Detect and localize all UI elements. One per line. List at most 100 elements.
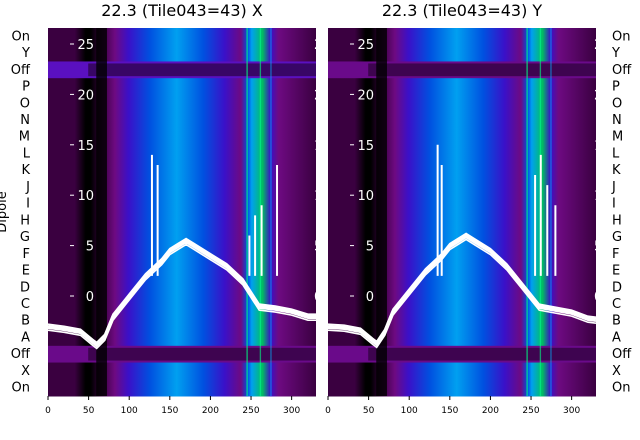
- row-label-0-8: K: [21, 163, 30, 178]
- heatmap-off-band-19: [88, 347, 316, 361]
- heatmap-off-band-19: [368, 347, 596, 361]
- row-label-1-14: E: [612, 264, 620, 279]
- heatmap-row-18: [328, 329, 596, 347]
- x-tick-label-0-3: 150: [161, 406, 178, 416]
- heatmap-row-0: [48, 28, 316, 46]
- overlay-line-0-0-2: [47, 237, 316, 344]
- heatmap-row-14: [328, 262, 596, 280]
- row-label-0-3: P: [22, 80, 30, 95]
- heatmap-row-6: [48, 128, 316, 146]
- row-label-0-7: L: [23, 146, 31, 161]
- row-label-1-10: I: [612, 197, 616, 212]
- row-label-1-16: C: [612, 297, 621, 312]
- heatmap-row-5: [328, 111, 596, 129]
- x-tick-label-0-6: 300: [283, 406, 300, 416]
- inner-tick-label-1-3: 10: [357, 189, 374, 204]
- row-label-0-12: G: [20, 230, 30, 245]
- row-label-0-17: B: [21, 314, 30, 329]
- inner-tick-label-right-1-4: 5: [594, 240, 602, 255]
- heatmap-row-3: [328, 78, 596, 96]
- inner-tick-label-0-2: 15: [77, 139, 94, 154]
- row-label-1-1: Y: [611, 46, 620, 61]
- inner-tick-label-0-5: 0: [86, 290, 94, 305]
- inner-tick-label-0-1: 20: [77, 88, 94, 103]
- chart-title-0: 22.3 (Tile043=43) X: [101, 1, 263, 20]
- heatmap-column-accent-0: [376, 28, 387, 396]
- overlay-line-0-0-1: [47, 241, 316, 348]
- heatmap-column-accent-3: [550, 28, 552, 396]
- row-label-1-18: A: [612, 330, 621, 345]
- heatmap-row-11: [48, 212, 316, 230]
- row-label-0-2: Off: [11, 63, 31, 78]
- inner-tick-label-1-0: 25: [357, 38, 374, 53]
- x-tick-label-0-4: 200: [202, 406, 219, 416]
- heatmap-column-accent-3: [270, 28, 272, 396]
- x-tick-label-0-0: 0: [45, 406, 51, 416]
- heatmap-row-17: [48, 312, 316, 330]
- row-label-1-15: D: [612, 280, 622, 295]
- inner-tick-label-right-1-5: 0: [594, 290, 602, 305]
- x-tick-label-1-4: 200: [482, 406, 499, 416]
- heatmap-column-accent-1: [526, 28, 528, 396]
- inner-tick-label-1-4: 5: [366, 240, 374, 255]
- x-tick-label-1-0: 0: [325, 406, 331, 416]
- inner-tick-label-1-1: 20: [357, 88, 374, 103]
- row-label-1-4: O: [612, 96, 622, 111]
- heatmap-row-5: [48, 111, 316, 129]
- inner-tick-label-right-1-2: 15: [594, 139, 611, 154]
- heatmap-row-13: [328, 245, 596, 263]
- heatmap-row-10: [328, 195, 596, 213]
- heatmap-row-14: [48, 262, 316, 280]
- overlay-line-1-0-0: [327, 233, 597, 346]
- heatmap-row-20: [328, 362, 596, 380]
- heatmap-column-accent-2: [259, 28, 262, 396]
- row-label-1-2: Off: [612, 63, 632, 78]
- heatmap-row-10: [48, 195, 316, 213]
- overlay-line-0-0-3: [47, 243, 316, 350]
- row-label-1-6: M: [612, 130, 623, 145]
- row-label-1-17: B: [612, 314, 621, 329]
- inner-tick-label-1-2: 15: [357, 139, 374, 154]
- x-tick-label-1-5: 250: [522, 406, 539, 416]
- heatmap-row-18: [48, 329, 316, 347]
- heatmap-row-21: [328, 379, 596, 397]
- x-tick-label-0-2: 100: [121, 406, 138, 416]
- heatmap-off-band-2: [88, 63, 316, 77]
- inner-tick-label-0-0: 25: [77, 38, 94, 53]
- inner-tick-label-0-3: 10: [77, 189, 94, 204]
- heatmap-row-7: [328, 145, 596, 163]
- row-label-1-12: G: [612, 230, 622, 245]
- row-label-0-14: E: [22, 264, 30, 279]
- inner-tick-label-right-1-3: 10: [594, 189, 611, 204]
- heatmap-row-9: [328, 178, 596, 196]
- heatmap-row-4: [328, 94, 596, 113]
- row-label-0-5: N: [20, 113, 30, 128]
- row-label-1-21: On: [612, 381, 630, 396]
- row-label-0-1: Y: [21, 46, 30, 61]
- heatmap-row-8: [328, 161, 596, 180]
- x-tick-label-0-1: 50: [83, 406, 95, 416]
- inner-tick-label-right-0-4: 5: [314, 240, 322, 255]
- heatmap-row-1: [48, 44, 316, 62]
- inner-tick-label-right-0-3: 10: [314, 189, 331, 204]
- heatmap-off-band-2: [368, 63, 596, 77]
- row-label-1-3: P: [612, 80, 620, 95]
- y-axis-label: Dipole: [0, 191, 10, 232]
- row-label-0-10: I: [26, 197, 30, 212]
- row-label-0-6: M: [19, 130, 30, 145]
- x-tick-label-1-1: 50: [363, 406, 375, 416]
- heatmap-column-accent-0: [96, 28, 107, 396]
- row-label-1-11: H: [612, 213, 622, 228]
- heatmap-row-4: [48, 94, 316, 113]
- inner-tick-label-right-0-5: 0: [314, 290, 322, 305]
- row-label-1-20: X: [612, 364, 621, 379]
- row-label-0-11: H: [20, 213, 30, 228]
- heatmap-row-21: [48, 379, 316, 397]
- x-tick-label-1-3: 150: [441, 406, 458, 416]
- row-label-0-4: O: [20, 96, 30, 111]
- heatmap-row-20: [48, 362, 316, 380]
- row-label-0-18: A: [21, 330, 30, 345]
- inner-tick-label-1-5: 0: [366, 290, 374, 305]
- row-label-1-9: J: [611, 180, 616, 195]
